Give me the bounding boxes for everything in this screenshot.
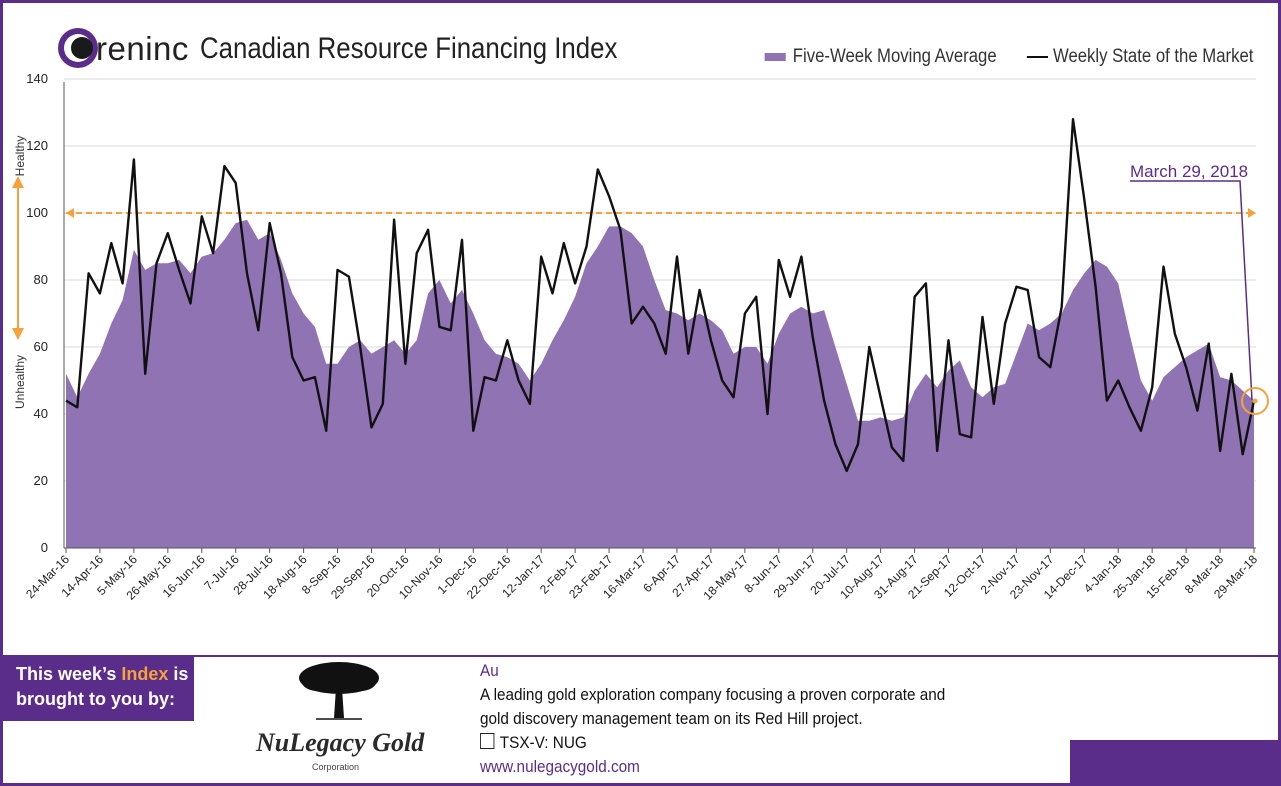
annotation-leader [1130,180,1253,401]
legend-area-swatch [764,53,786,61]
sponsor-text-1: This week’s [16,664,122,684]
y-tick-label: 60 [34,339,48,354]
weekly-market-line [65,117,1256,473]
legend-line-label: Weekly State of the Market [1052,46,1253,67]
chart: 0 20 40 60 80 100 120 140 24-Mar-1614-Apr-165-M… [12,71,1269,603]
sponsor-company-name: NuLegacy Gold [256,728,425,757]
y-tick-label: 20 [34,473,48,488]
y-tick-label: 40 [34,406,48,421]
threshold-arrow-icon [66,208,74,218]
threshold-arrow-icon [1248,208,1256,218]
page-title: Canadian Resource Financing Index [200,32,618,65]
sponsor-ticker: TSX-V: NUG [480,731,945,755]
y-tick-label: 100 [26,205,48,220]
y-tick-label: 80 [34,272,48,287]
y-tick-label: 140 [26,71,48,86]
sponsor-info: Au A leading gold exploration company fo… [480,659,945,779]
sponsor-symbol: Au [480,661,499,680]
zone-unhealthy-label: Unhealthy [13,355,27,409]
zone-arrow-up-icon [12,176,24,188]
y-tick-labels: 0 20 40 60 80 100 120 140 [26,71,48,555]
sponsor-text-2: is [168,664,189,684]
annotation-circle [1241,387,1269,415]
y-tick-label: 120 [26,138,48,153]
zone-healthy-label: Healthy [13,136,27,177]
legend-area-label: Five-Week Moving Average [792,46,997,67]
annotation-dot [1252,398,1258,404]
sponsor-description-1: A leading gold exploration company focus… [480,685,946,704]
legend-line-swatch [1026,56,1048,58]
sponsor-company-subtitle: Corporation [312,762,360,772]
legend: Five-Week Moving Average Weekly State of… [764,46,1253,68]
chart-grid-icon [480,733,495,749]
zone-arrow-down-icon [12,328,24,340]
tree-logo-icon [299,662,379,720]
x-tick-labels: 24-Mar-1614-Apr-165-May-1626-May-1616-Ju… [23,548,1260,603]
brand-name: reninc [96,30,189,67]
corner-accent [1070,740,1281,786]
oreninc-logo-icon [58,28,98,68]
annotation-date-label: March 29, 2018 [1130,162,1248,181]
sponsor-description-2: gold discovery management team on its Re… [480,709,863,728]
sponsor-banner-text: This week’s Index is brought to you by: [16,662,188,712]
sponsor-ticker-text: TSX-V: NUG [499,733,587,752]
sponsor-text-highlight: Index [121,664,169,684]
sponsor-panel [3,657,1278,783]
y-tick-label: 0 [41,540,48,555]
sponsor-text-3: brought to you by: [16,689,175,709]
sponsor-website-link[interactable]: www.nulegacygold.com [480,757,640,776]
moving-average-area [66,219,1254,548]
sponsor-banner [3,657,194,721]
